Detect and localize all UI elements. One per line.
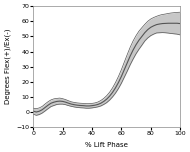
X-axis label: % Lift Phase: % Lift Phase	[85, 142, 128, 148]
Y-axis label: Degrees Flex(+)/Ex(-): Degrees Flex(+)/Ex(-)	[4, 29, 11, 104]
